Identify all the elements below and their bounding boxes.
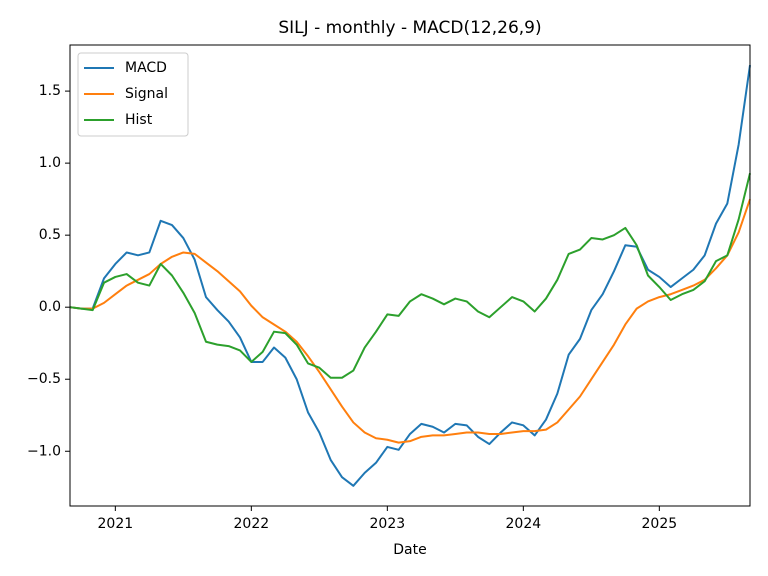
legend-label: Signal <box>125 86 168 102</box>
legend-label: MACD <box>125 60 167 76</box>
x-tick-label: 2024 <box>506 516 542 532</box>
x-tick-label: 2021 <box>98 516 134 532</box>
plot-frame <box>69 44 751 507</box>
y-tick-label: −0.5 <box>27 371 61 387</box>
y-tick-label: 1.5 <box>39 83 61 99</box>
x-tick-label: 2022 <box>234 516 270 532</box>
y-tick-label: 0.5 <box>39 227 61 243</box>
legend-box <box>77 52 189 137</box>
y-tick-label: 1.0 <box>39 155 61 171</box>
x-axis-label: Date <box>393 542 426 558</box>
x-tick-label: 2023 <box>370 516 406 532</box>
legend: MACD Signal Hist <box>77 52 189 137</box>
legend-label: Hist <box>125 112 153 128</box>
series-line <box>69 172 751 379</box>
series-line <box>69 198 751 444</box>
y-tick-label: 0.0 <box>39 299 61 315</box>
y-tick-label: −1.0 <box>27 443 61 459</box>
chart-title: SILJ - monthly - MACD(12,26,9) <box>278 18 541 38</box>
x-tick-label: 2025 <box>642 516 678 532</box>
